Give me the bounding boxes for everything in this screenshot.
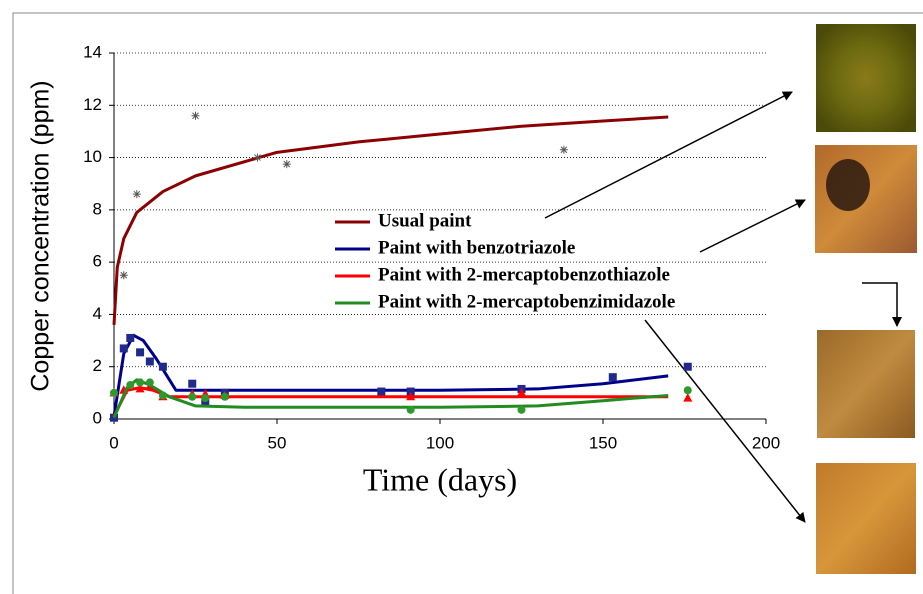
- y-tick-label: 0: [93, 408, 102, 427]
- y-tick-label: 8: [93, 199, 102, 218]
- fit-curve: [112, 378, 669, 419]
- photo: [817, 330, 915, 438]
- legend-label: Paint with 2-mercaptobenzimidazole: [378, 291, 675, 312]
- point: [253, 153, 262, 162]
- arrow: [862, 282, 902, 327]
- fit-curve: [112, 333, 669, 417]
- point: [406, 391, 416, 401]
- point: [110, 388, 118, 397]
- point: [517, 405, 526, 414]
- x-tick-label: 200: [752, 433, 780, 452]
- legend-label: Usual paint: [378, 210, 472, 231]
- point: [220, 392, 229, 401]
- y-tick-label: 14: [83, 42, 102, 61]
- y-axis-label: Copper concentration (ppm): [27, 80, 55, 391]
- point: [191, 111, 200, 120]
- point: [135, 383, 145, 393]
- point: [377, 387, 386, 396]
- point: [145, 378, 154, 387]
- point: [158, 391, 167, 400]
- point: [188, 379, 197, 388]
- point: [136, 348, 145, 357]
- point: [517, 387, 526, 397]
- arrow: [699, 199, 806, 253]
- y-tick-label: 4: [93, 304, 102, 323]
- y-tick-label: 12: [83, 95, 102, 114]
- point: [119, 344, 128, 353]
- point: [683, 386, 692, 395]
- point: [136, 378, 145, 387]
- point: [145, 357, 154, 366]
- point: [201, 394, 210, 403]
- point: [282, 160, 291, 169]
- point: [158, 362, 167, 371]
- point: [406, 405, 415, 414]
- point: [683, 393, 693, 402]
- x-tick-label: 50: [268, 433, 287, 452]
- y-tick-label: 2: [93, 356, 102, 375]
- x-axis-label: Time (days): [363, 461, 517, 497]
- point: [406, 387, 415, 396]
- legend: Usual paint Paint with benzotriazole Paint…: [335, 210, 675, 312]
- arrow: [644, 319, 806, 523]
- point: [126, 381, 135, 390]
- photo: [816, 463, 916, 574]
- point: [608, 373, 617, 382]
- point: [559, 145, 568, 154]
- photo-stain: [826, 159, 870, 211]
- point: [126, 333, 135, 342]
- frame: [12, 12, 923, 594]
- y-tick-label: 10: [83, 147, 102, 166]
- point: [132, 190, 141, 199]
- x-tick-label: 100: [426, 433, 454, 452]
- fit-curve: [112, 115, 669, 325]
- point: [683, 362, 692, 371]
- arrow: [544, 91, 793, 219]
- y-tick-label: 6: [93, 252, 102, 271]
- point: [188, 392, 197, 401]
- x-tick-label: 0: [109, 433, 118, 452]
- point: [119, 271, 128, 280]
- legend-label: Paint with benzotriazole: [378, 237, 575, 258]
- legend-label: Paint with 2-mercaptobenzothiazole: [378, 264, 670, 285]
- x-tick-label: 150: [589, 433, 617, 452]
- photo: [816, 24, 916, 132]
